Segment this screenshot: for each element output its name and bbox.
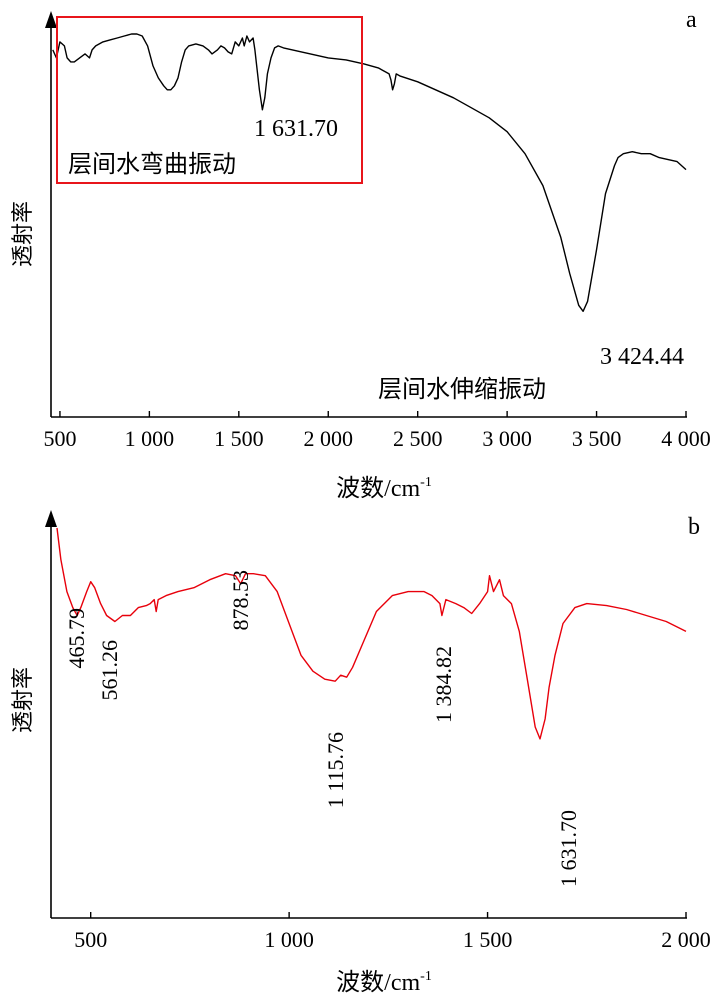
panel-a-x-ticks <box>59 411 687 417</box>
annotation-peak-465-79: 465.79 <box>64 608 89 669</box>
panel-a-x-tick-label: 2 000 <box>304 426 354 451</box>
panel-b-x-axis-label: 波数/cm-1 <box>336 969 432 996</box>
panel-b-spectrum-line <box>56 527 687 740</box>
bending-vibration-highlight-box <box>56 16 363 184</box>
panel-b-y-axis-label: 透射率 <box>10 667 35 733</box>
annotation-bending-vibration: 层间水弯曲振动 <box>68 151 236 178</box>
panel-b-x-axis-label-superscript: -1 <box>420 969 432 984</box>
panel-a-x-tick-label: 1 000 <box>125 426 175 451</box>
panel-a-x-tick-label: 500 <box>43 426 76 451</box>
panel-b: b 500 1 000 1 500 2 000 透射率 波数/cm-1 465.79 … <box>10 510 711 996</box>
annotation-stretching-vibration: 层间水伸缩振动 <box>378 376 546 403</box>
panel-b-x-tick-label: 1 500 <box>463 927 513 952</box>
panel-b-x-tick-label: 500 <box>74 927 107 952</box>
panel-b-x-ticks <box>89 912 687 918</box>
annotation-peak-1631-70-b: 1 631.70 <box>556 810 581 887</box>
panel-b-x-tick-label: 1 000 <box>264 927 314 952</box>
panel-a-x-axis-label: 波数/cm-1 <box>336 475 432 502</box>
annotation-peak-1631-70-a: 1 631.70 <box>254 116 338 142</box>
panel-a-y-axis-arrow <box>45 11 57 28</box>
panel-a-x-tick-label: 3 500 <box>572 426 622 451</box>
annotation-peak-3424-44: 3 424.44 <box>600 344 684 370</box>
panel-a-x-tick-label: 3 000 <box>482 426 532 451</box>
panel-b-label: b <box>688 514 700 540</box>
annotation-peak-878-53: 878.53 <box>228 570 253 631</box>
annotation-peak-1384-82: 1 384.82 <box>431 646 456 723</box>
panel-b-x-tick-label: 2 000 <box>661 927 711 952</box>
panel-a-spectrum-line <box>52 33 687 312</box>
panel-b-x-tick-labels: 500 1 000 1 500 2 000 <box>74 927 711 952</box>
panel-b-x-axis-label-main: 波数/cm <box>336 969 420 996</box>
panel-b-y-axis-arrow <box>45 510 57 527</box>
annotation-peak-1115-76: 1 115.76 <box>323 732 348 808</box>
panel-a-label: a <box>686 7 697 33</box>
panel-a-x-axis-label-main: 波数/cm <box>336 475 420 502</box>
panel-a-x-tick-label: 1 500 <box>214 426 264 451</box>
panel-a-x-tick-label: 4 000 <box>661 426 711 451</box>
panel-a-x-tick-labels: 500 1 000 1 500 2 000 2 500 3 000 3 500 4 000 <box>43 426 710 451</box>
panel-a-x-axis-label-superscript: -1 <box>420 475 432 490</box>
panel-a-y-axis-label: 透射率 <box>10 201 35 267</box>
panel-a-x-tick-label: 2 500 <box>393 426 443 451</box>
panel-a: a 500 1 000 1 500 2 000 2 500 3 000 3 500 4 000… <box>10 7 711 502</box>
annotation-peak-561-26: 561.26 <box>97 640 122 701</box>
